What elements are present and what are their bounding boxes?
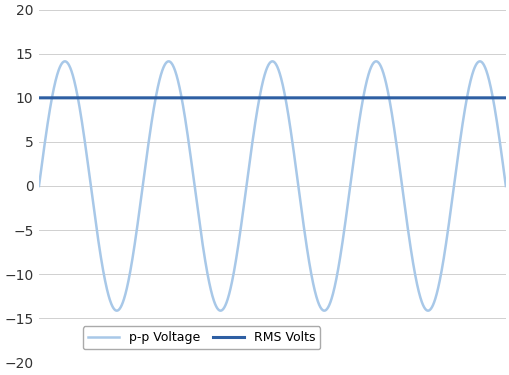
RMS Volts bbox=[488, 96, 494, 100]
p-p Voltage bbox=[250, 128, 257, 133]
p-p Voltage bbox=[62, 59, 68, 64]
Legend: p-p Voltage, RMS Volts: p-p Voltage, RMS Volts bbox=[82, 326, 320, 349]
RMS Volts bbox=[263, 96, 269, 100]
RMS Volts bbox=[250, 96, 256, 100]
p-p Voltage bbox=[263, 67, 269, 72]
p-p Voltage bbox=[489, 95, 495, 99]
RMS Volts bbox=[36, 96, 42, 100]
RMS Volts bbox=[403, 96, 409, 100]
p-p Voltage bbox=[36, 184, 42, 188]
RMS Volts bbox=[60, 96, 66, 100]
p-p Voltage bbox=[403, 220, 409, 225]
p-p Voltage bbox=[502, 184, 508, 188]
RMS Volts bbox=[502, 96, 508, 100]
RMS Volts bbox=[488, 96, 494, 100]
p-p Voltage bbox=[114, 308, 120, 313]
p-p Voltage bbox=[489, 94, 495, 98]
p-p Voltage bbox=[60, 60, 66, 64]
Line: p-p Voltage: p-p Voltage bbox=[39, 62, 505, 310]
